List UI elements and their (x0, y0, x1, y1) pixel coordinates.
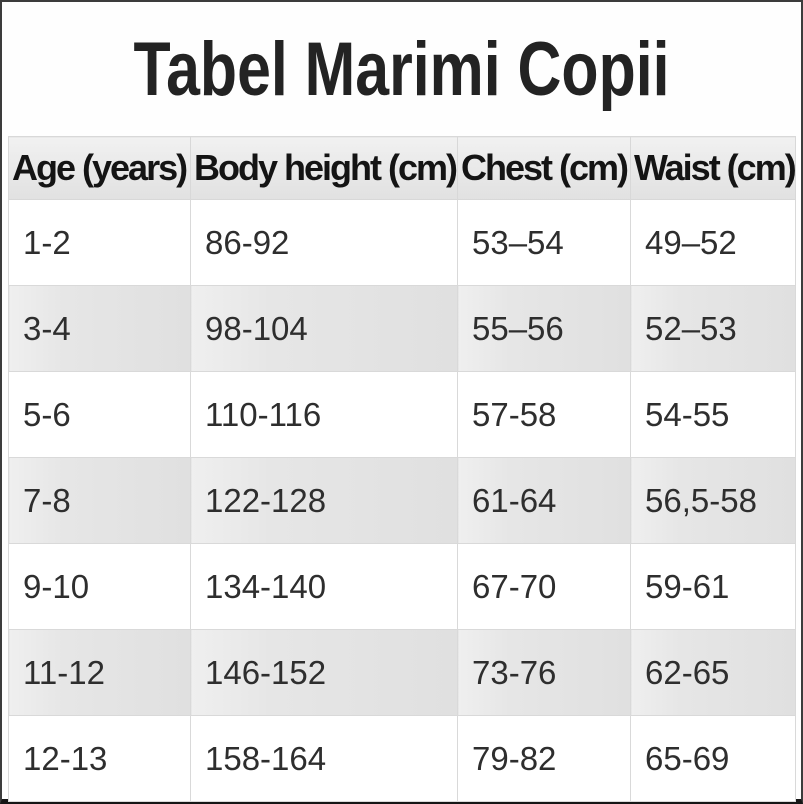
table-cell: 67-70 (457, 543, 631, 630)
table-cell: 54-55 (630, 371, 796, 458)
column-header: Body height (cm) (190, 136, 458, 200)
table-cell: 98-104 (190, 285, 458, 372)
table-cell: 12-13 (8, 715, 191, 802)
table-row: 12-13 158-164 79-82 65-69 (8, 715, 796, 802)
table-cell: 53–54 (457, 199, 631, 286)
table-cell: 73-76 (457, 629, 631, 716)
table-header: Age (years) Body height (cm) Chest (cm) Wai… (8, 136, 796, 200)
table-row: 5-6 110-116 57-58 54-55 (8, 371, 796, 458)
table-cell: 9-10 (8, 543, 191, 630)
table-cell: 158-164 (190, 715, 458, 802)
column-header: Chest (cm) (457, 136, 631, 200)
table-cell: 122-128 (190, 457, 458, 544)
table-cell: 65-69 (630, 715, 796, 802)
table-cell: 49–52 (630, 199, 796, 286)
table-cell: 3-4 (8, 285, 191, 372)
size-table: Age (years) Body height (cm) Chest (cm) Wai… (8, 136, 796, 802)
table-cell: 134-140 (190, 543, 458, 630)
table-cell: 61-64 (457, 457, 631, 544)
table-cell: 55–56 (457, 285, 631, 372)
table-row: 11-12 146-152 73-76 62-65 (8, 629, 796, 716)
table-cell: 52–53 (630, 285, 796, 372)
table-cell: 5-6 (8, 371, 191, 458)
table-cell: 62-65 (630, 629, 796, 716)
table-cell: 146-152 (190, 629, 458, 716)
table-row: 9-10 134-140 67-70 59-61 (8, 543, 796, 630)
table-body: 1-2 86-92 53–54 49–52 3-4 98-104 55–56 52–53 5-6… (8, 199, 796, 802)
table-cell: 7-8 (8, 457, 191, 544)
table-cell: 56,5-58 (630, 457, 796, 544)
table-cell: 86-92 (190, 199, 458, 286)
table-row: 7-8 122-128 61-64 56,5-58 (8, 457, 796, 544)
column-header: Waist (cm) (630, 136, 796, 200)
header-row: Age (years) Body height (cm) Chest (cm) Wai… (8, 136, 796, 200)
table-cell: 57-58 (457, 371, 631, 458)
table-row: 1-2 86-92 53–54 49–52 (8, 199, 796, 286)
table-cell: 59-61 (630, 543, 796, 630)
table-cell: 110-116 (190, 371, 458, 458)
page-title: Tabel Marimi Copii (133, 27, 670, 112)
table-cell: 79-82 (457, 715, 631, 802)
column-header: Age (years) (8, 136, 191, 200)
table-row: 3-4 98-104 55–56 52–53 (8, 285, 796, 372)
table-cell: 1-2 (8, 199, 191, 286)
table-cell: 11-12 (8, 629, 191, 716)
